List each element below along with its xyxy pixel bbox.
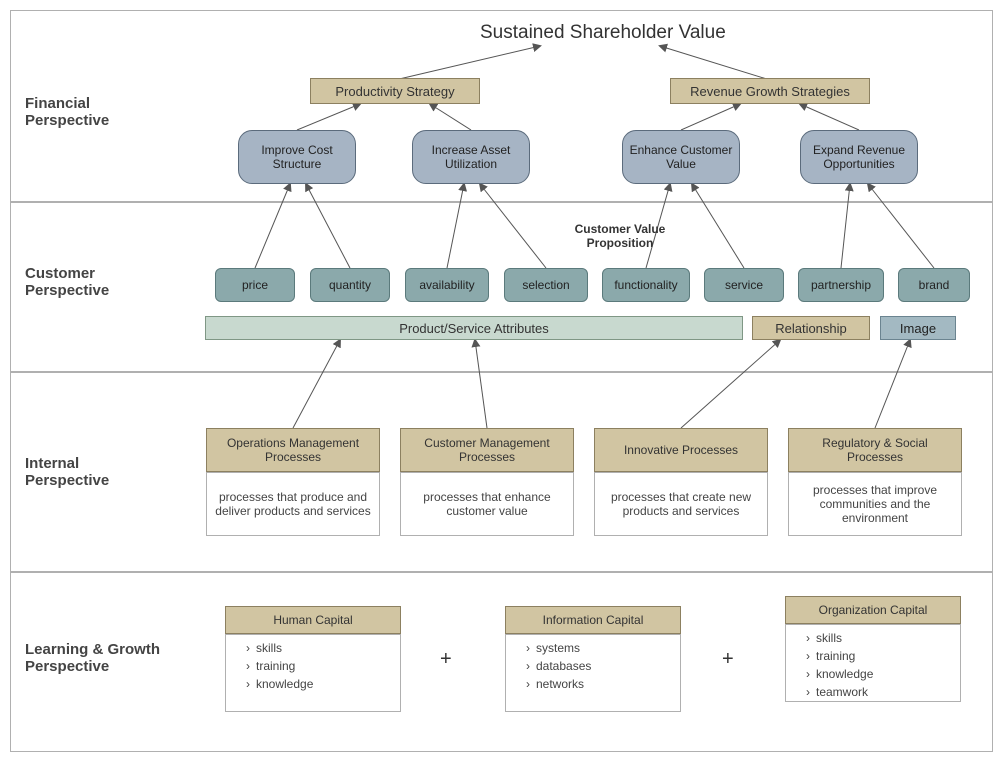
- row-label-financial: Financial Perspective: [25, 95, 155, 129]
- capital-title-org_cap: Organization Capital: [785, 596, 961, 624]
- capital-title-info_cap: Information Capital: [505, 606, 681, 634]
- diagram-stage: Financial Perspective Customer Perspecti…: [0, 0, 1003, 766]
- plus-sign-1: +: [722, 648, 734, 671]
- plus-sign-0: +: [440, 648, 452, 671]
- process-desc-cust_mgmt: processes that enhance customer value: [400, 472, 574, 536]
- goal-improve_cost: Improve Cost Structure: [238, 130, 356, 184]
- capital-item: skills: [246, 639, 313, 657]
- process-title-innovative: Innovative Processes: [594, 428, 768, 472]
- group-image: Image: [880, 316, 956, 340]
- row-label-internal: Internal Perspective: [25, 455, 155, 489]
- attr-functionality: functionality: [602, 268, 690, 302]
- capital-list-human_cap: skillstrainingknowledge: [225, 634, 401, 712]
- capital-title-human_cap: Human Capital: [225, 606, 401, 634]
- capital-item: teamwork: [806, 683, 873, 701]
- capital-item: knowledge: [246, 675, 313, 693]
- capital-item: networks: [526, 675, 591, 693]
- strategy-productivity_strategy: Productivity Strategy: [310, 78, 480, 104]
- attr-partnership: partnership: [798, 268, 884, 302]
- capital-item: systems: [526, 639, 591, 657]
- strategy-revenue_growth: Revenue Growth Strategies: [670, 78, 870, 104]
- attr-selection: selection: [504, 268, 588, 302]
- capital-item: knowledge: [806, 665, 873, 683]
- process-desc-innovative: processes that create new products and s…: [594, 472, 768, 536]
- attr-price: price: [215, 268, 295, 302]
- process-title-ops_mgmt: Operations Management Processes: [206, 428, 380, 472]
- group-relationship: Relationship: [752, 316, 870, 340]
- goal-expand_rev: Expand Revenue Opportunities: [800, 130, 918, 184]
- process-desc-ops_mgmt: processes that produce and deliver produ…: [206, 472, 380, 536]
- attr-brand: brand: [898, 268, 970, 302]
- capital-list-info_cap: systemsdatabasesnetworks: [505, 634, 681, 712]
- capital-item: training: [246, 657, 313, 675]
- process-desc-regulatory: processes that improve communities and t…: [788, 472, 962, 536]
- capital-item: databases: [526, 657, 591, 675]
- capital-list-org_cap: skillstrainingknowledgeteamwork: [785, 624, 961, 702]
- customer-value-proposition-label: Customer Value Proposition: [560, 222, 680, 250]
- top-title: Sustained Shareholder Value: [480, 22, 726, 44]
- process-title-cust_mgmt: Customer Management Processes: [400, 428, 574, 472]
- attr-service: service: [704, 268, 784, 302]
- capital-item: training: [806, 647, 873, 665]
- row-label-customer: Customer Perspective: [25, 265, 155, 299]
- capital-item: skills: [806, 629, 873, 647]
- attr-quantity: quantity: [310, 268, 390, 302]
- goal-increase_asset: Increase Asset Utilization: [412, 130, 530, 184]
- process-title-regulatory: Regulatory & Social Processes: [788, 428, 962, 472]
- goal-enhance_value: Enhance Customer Value: [622, 130, 740, 184]
- row-label-learning: Learning & Growth Perspective: [25, 641, 180, 675]
- attr-availability: availability: [405, 268, 489, 302]
- group-product_service_attrs: Product/Service Attributes: [205, 316, 743, 340]
